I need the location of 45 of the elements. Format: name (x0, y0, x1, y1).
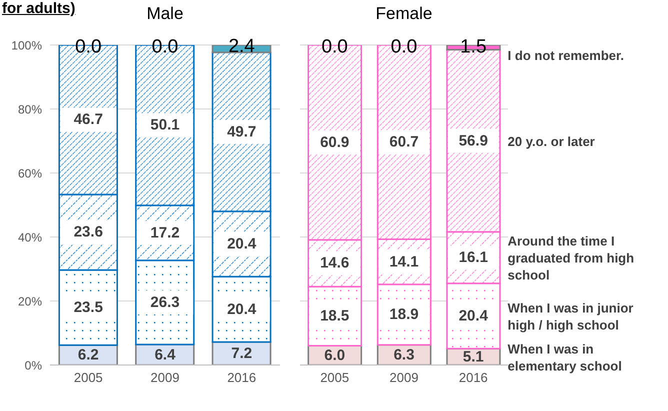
data-label: 23.6 (74, 224, 103, 241)
data-label: 49.7 (227, 123, 256, 140)
text: for adults) (2, 0, 76, 17)
data-label: 6.0 (324, 346, 346, 364)
data-label: 23.5 (74, 299, 103, 316)
data-label: 46.7 (74, 111, 103, 128)
x-tick-label: 2009 (390, 370, 418, 386)
data-label: 20.4 (458, 308, 489, 325)
x-tick-label: 2016 (227, 370, 256, 386)
data-label: 14.6 (320, 254, 350, 272)
y-tick-label: 80% (18, 102, 42, 116)
series-label: 20 y.o. or later (508, 133, 595, 148)
data-label: 17.2 (150, 224, 180, 242)
x-tick-label: 2005 (320, 370, 350, 386)
data-label: 6.3 (394, 346, 414, 364)
data-label: 14.1 (389, 253, 419, 270)
data-label: 20.4 (227, 300, 257, 318)
data-label: 16.1 (458, 249, 488, 266)
x-tick-label: 2016 (458, 370, 488, 386)
series-label: When I was in elementary school (508, 340, 622, 373)
data-label: 6.4 (154, 346, 176, 364)
x-tick-label: 2005 (74, 370, 103, 386)
y-tick-label: 40% (18, 230, 42, 244)
data-label: 18.9 (389, 306, 419, 324)
data-label: 56.9 (458, 132, 488, 150)
chart-title: Male (146, 4, 184, 23)
data-label: 7.2 (231, 344, 252, 362)
data-label: 6.2 (78, 346, 99, 364)
data-label: 18.5 (320, 308, 350, 325)
y-tick-label: 100% (11, 38, 42, 52)
data-label: 60.7 (389, 134, 419, 151)
series-label: I do not remember. (508, 48, 624, 62)
data-label: 50.1 (150, 116, 180, 134)
y-tick-label: 60% (18, 166, 42, 180)
data-label: 60.9 (320, 134, 350, 151)
series-label: When I was in junior high / high school (508, 300, 634, 332)
x-tick-label: 2009 (150, 370, 180, 386)
data-label: 20.4 (227, 236, 257, 253)
chart-title: Female (374, 4, 434, 24)
y-tick-label: 0% (24, 358, 42, 372)
series-label: Around the time I graduated from high school (508, 233, 634, 282)
data-label: 1.5 (460, 36, 487, 58)
y-tick-label: 20% (18, 294, 42, 308)
data-label: 26.3 (150, 294, 180, 311)
data-label: 5.1 (462, 348, 484, 366)
